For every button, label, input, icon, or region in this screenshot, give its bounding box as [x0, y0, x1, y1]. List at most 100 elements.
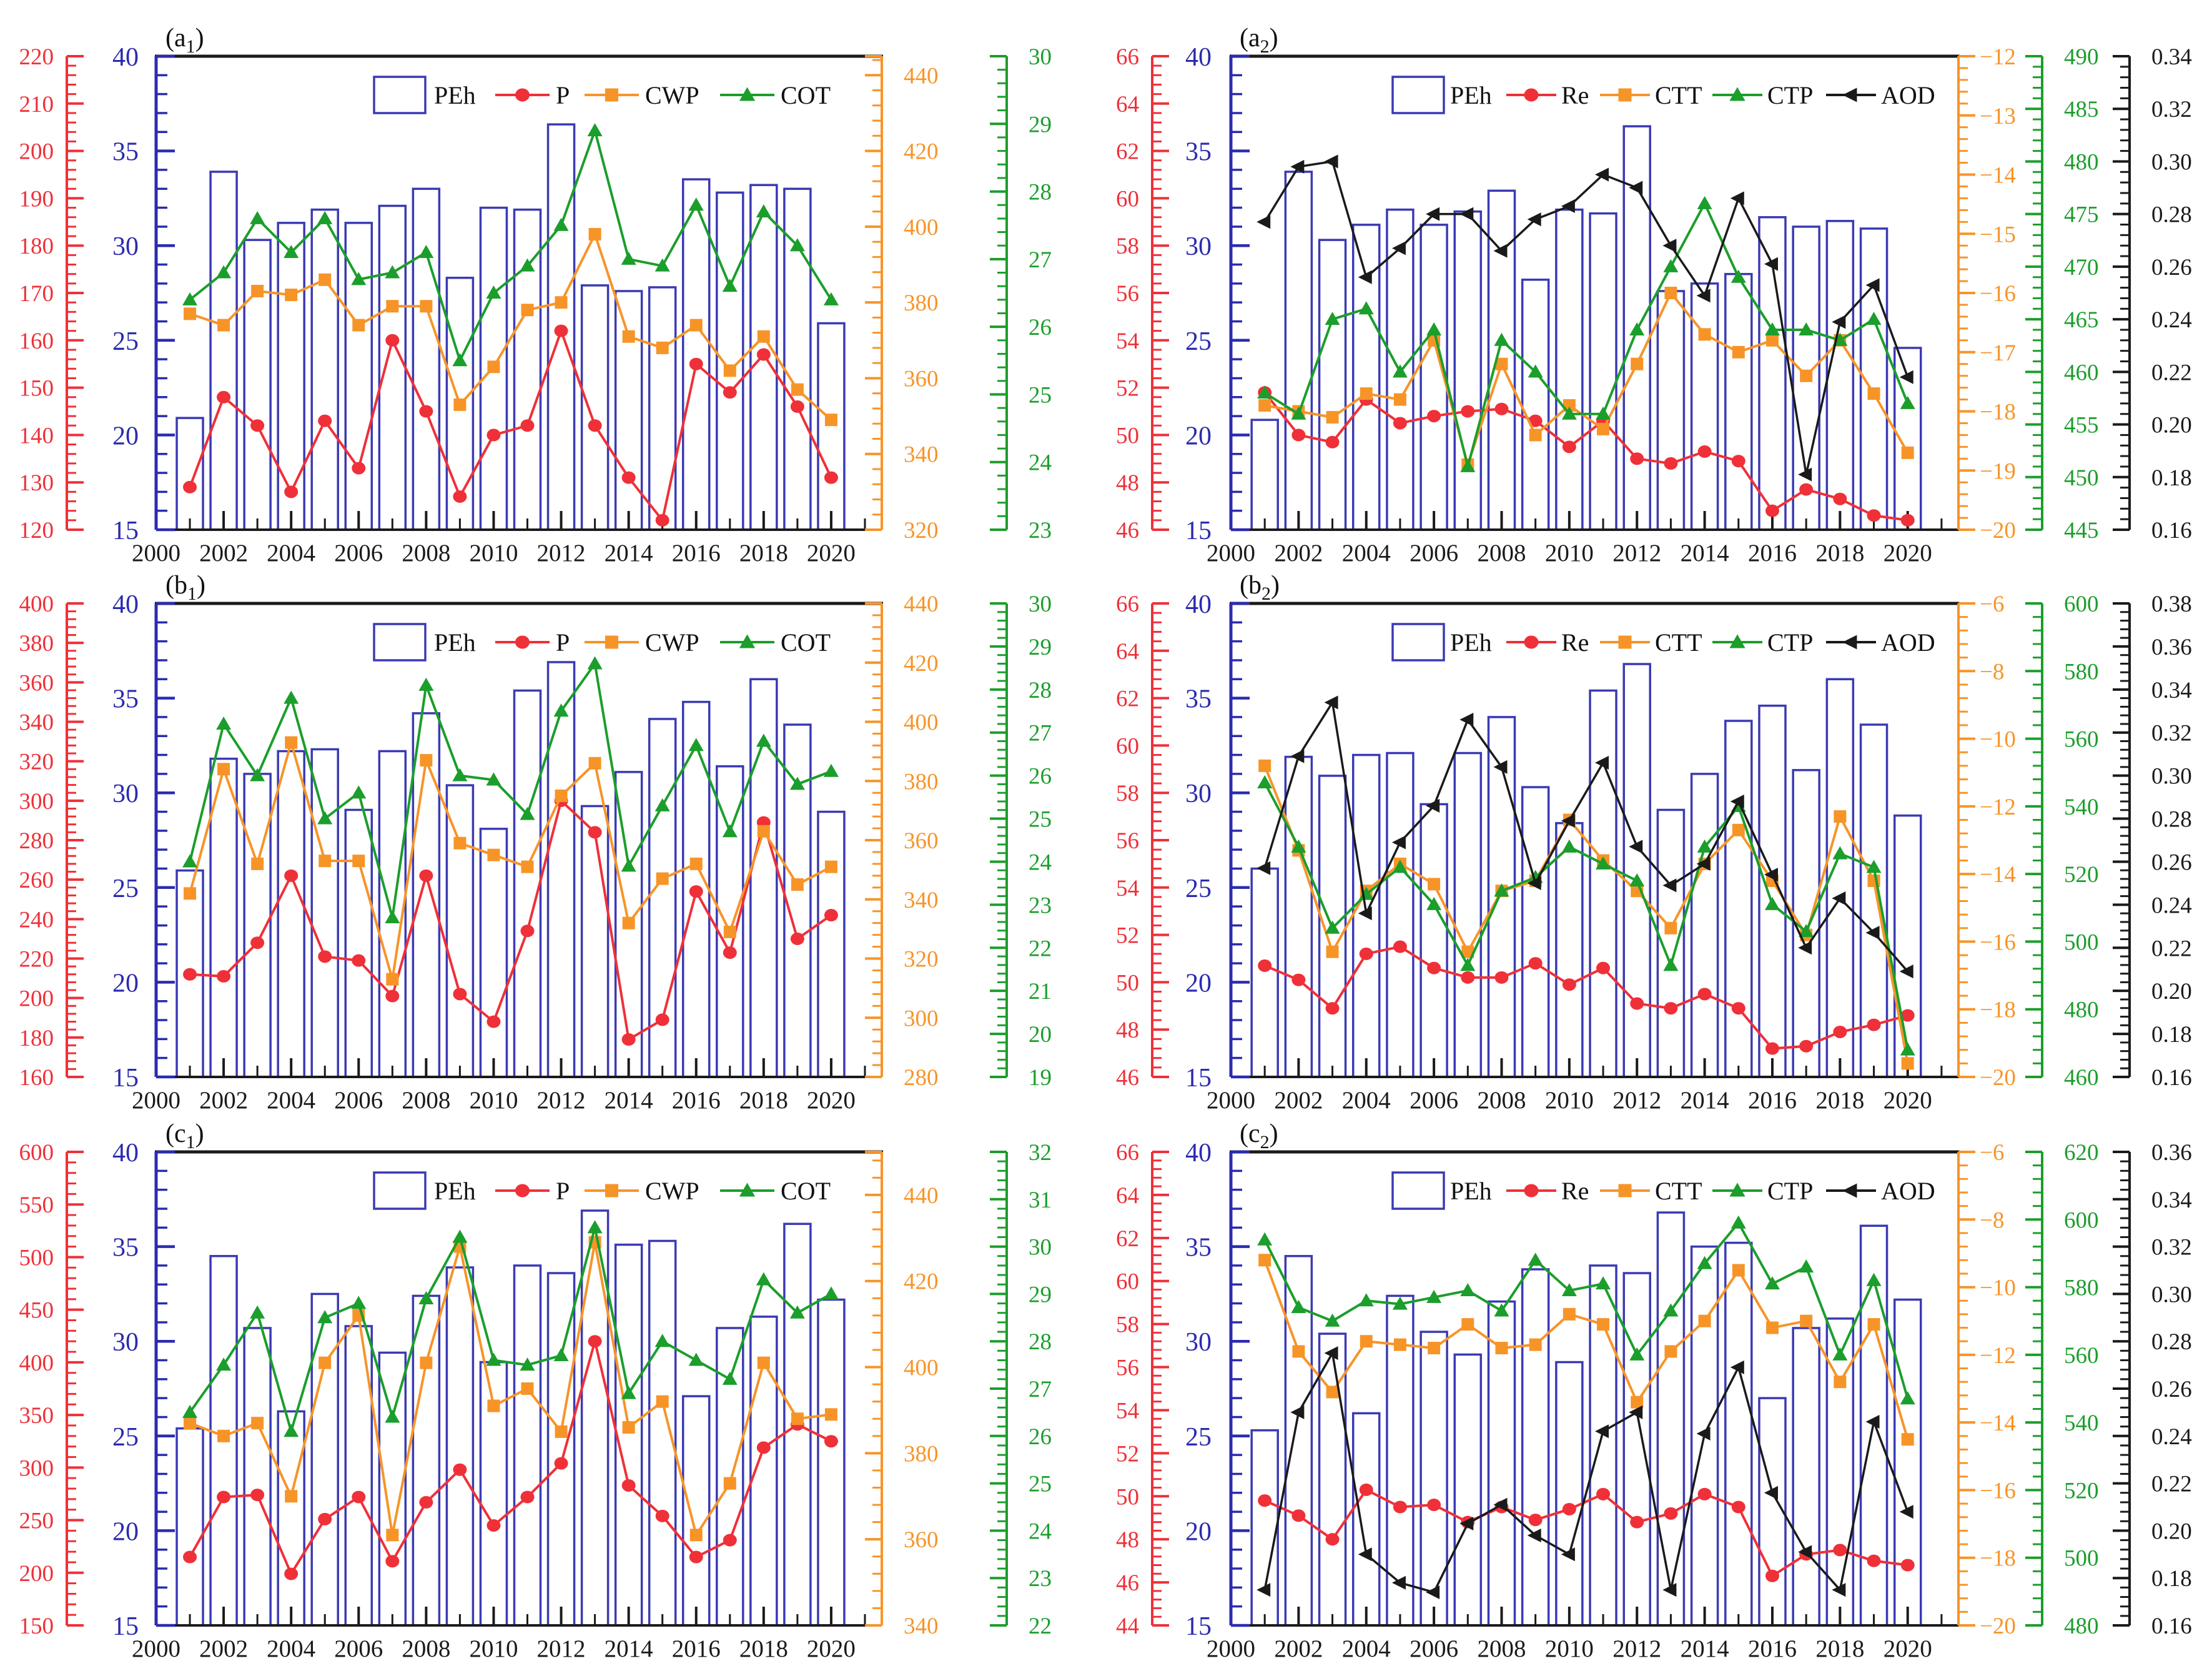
axis-tick-label: 66	[1116, 1140, 1139, 1166]
axis-tick-label: 240	[19, 907, 54, 933]
axis-tick-label: 64	[1116, 92, 1139, 117]
axis-tick-label: 400	[904, 215, 939, 240]
axis-tick-label: −14	[1980, 1411, 2016, 1436]
axis-tick-label: −10	[1980, 1276, 2016, 1301]
x-tick-label: 2014	[1681, 1087, 1729, 1114]
bar	[681, 1395, 711, 1627]
legend-label: AOD	[1881, 1177, 1935, 1205]
blue-axis: 15 20 25 30 35 40	[1185, 590, 1250, 1093]
bar	[1758, 1397, 1787, 1627]
bar	[175, 417, 204, 531]
axis-tick-label: 400	[904, 710, 939, 736]
axis-tick-label: 50	[1116, 423, 1139, 449]
axis-tick-label: 0.34	[2151, 678, 2192, 703]
x-tick-label: 2012	[537, 540, 586, 567]
axis-tick-label: 15	[112, 1612, 139, 1641]
orange-axis: 320 340 360 380 400 420 440	[865, 55, 939, 543]
x-tick-label: 2006	[1410, 540, 1458, 567]
axis-tick-label: 60	[1116, 186, 1139, 212]
bar	[546, 1272, 576, 1627]
bar	[1420, 803, 1448, 1078]
axis-tick-label: −12	[1980, 44, 2016, 70]
bar	[1555, 821, 1584, 1078]
x-tick-label: 2008	[1477, 540, 1526, 567]
axis-tick-label: 480	[2064, 149, 2099, 175]
axis-tick-label: 0.32	[2151, 721, 2192, 746]
panel-b2-chart: 2000 2002 2004 2006 2008 2010 2012 2014 2016 2018…	[1116, 571, 2192, 1114]
axis-tick-label: 400	[19, 592, 54, 617]
axis-tick-label: 0.30	[2151, 1282, 2192, 1307]
legend-label: PEh	[1450, 628, 1492, 657]
axis-tick-label: 21	[1029, 979, 1052, 1004]
series-ctt	[1258, 759, 1914, 1070]
axis-tick-label: 25	[112, 1423, 139, 1452]
axis-tick-label: 520	[2064, 862, 2099, 888]
axis-tick-label: 455	[2064, 413, 2099, 439]
axis-tick-label: 280	[904, 1065, 939, 1091]
series-ctt	[1258, 287, 1914, 471]
axis-tick-label: 23	[1029, 893, 1052, 918]
axis-tick-label: 20	[1185, 422, 1212, 450]
bar	[1589, 212, 1617, 531]
axis-tick-label: 550	[19, 1192, 54, 1218]
axis-tick-label: 0.16	[2151, 1614, 2192, 1639]
axis-tick-label: 60	[1116, 1269, 1139, 1295]
axis-tick-label: 170	[19, 281, 54, 307]
bar	[546, 661, 576, 1078]
legend-label: Re	[1561, 1177, 1589, 1205]
bar	[614, 290, 643, 531]
axis-tick-label: 0.26	[2151, 1377, 2192, 1402]
axis-tick-label: 15	[1185, 1064, 1212, 1093]
axis-tick-label: 35	[112, 138, 139, 167]
axis-tick-label: 35	[1185, 685, 1212, 714]
axis-tick-label: 0.38	[2151, 592, 2192, 617]
panel-a1-chart: 2000 2002 2004 2006 2008 2010 2012 2014 2016 2018…	[19, 24, 1052, 567]
legend-label: PEh	[434, 81, 476, 109]
x-tick-label: 2018	[1815, 540, 1864, 567]
panel-label: (b2)	[1240, 571, 1280, 604]
axis-tick-label: 25	[112, 327, 139, 356]
legend-label: COT	[781, 628, 831, 657]
axis-tick-label: 30	[1185, 232, 1212, 261]
black-axis: 0.16 0.18 0.20 0.22 0.24 0.26 0.28 0.30 0.32 0.34…	[2113, 1140, 2192, 1639]
axis-tick-label: 440	[904, 63, 939, 89]
panel-label: (c1)	[165, 1119, 204, 1153]
bar	[344, 222, 373, 531]
axis-tick-label: 28	[1029, 678, 1052, 703]
legend-label: COT	[781, 81, 831, 109]
axis-tick-label: 380	[19, 631, 54, 657]
axis-tick-label: 450	[19, 1298, 54, 1324]
axis-tick-label: 480	[2064, 1614, 2099, 1639]
bar	[1555, 208, 1584, 531]
series-cwp	[184, 1236, 837, 1542]
panel-c1-chart: 2000 2002 2004 2006 2008 2010 2012 2014 2016 2018…	[19, 1119, 1052, 1662]
axis-tick-label: 460	[2064, 1065, 2099, 1091]
legend-label: CTT	[1655, 81, 1702, 109]
axis-tick-label: 280	[19, 828, 54, 854]
legend-label: CWP	[645, 1177, 699, 1205]
axis-tick-label: 0.22	[2151, 1472, 2192, 1497]
legend-swatch-bar	[373, 1171, 427, 1210]
x-tick-label: 2012	[1612, 540, 1661, 567]
x-tick-label: 2014	[605, 1635, 653, 1662]
x-tick-label: 2002	[199, 1087, 248, 1114]
x-tick-label: 2020	[1884, 1635, 1932, 1662]
axis-tick-label: 30	[1185, 1328, 1212, 1357]
axis-tick-label: 500	[2064, 1546, 2099, 1572]
axis-tick-label: 23	[1029, 518, 1052, 543]
legend: PEh Re CTT CTP AOD	[1391, 1171, 1935, 1210]
axis-tick-label: 0.34	[2151, 1188, 2192, 1213]
x-tick-label: 2004	[1342, 1087, 1391, 1114]
legend-label: COT	[781, 1177, 831, 1205]
axis-tick-label: 24	[1029, 850, 1052, 875]
axis-tick-label: 500	[2064, 930, 2099, 955]
axis-tick-label: 400	[19, 1351, 54, 1376]
bar	[1622, 663, 1651, 1078]
x-tick-label: 2006	[334, 1087, 383, 1114]
x-tick-label: 2002	[199, 1635, 248, 1662]
legend-swatch-bar	[1391, 623, 1445, 662]
axis-tick-label: 25	[1185, 327, 1212, 356]
x-tick-label: 2008	[1477, 1635, 1526, 1662]
axis-tick-label: 580	[2064, 1276, 2099, 1301]
axis-tick-label: 0.20	[2151, 413, 2192, 439]
